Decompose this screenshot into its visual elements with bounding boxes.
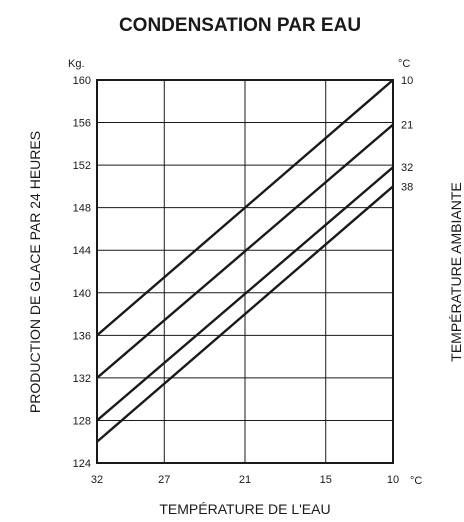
y-tick-label: 144 [73, 245, 91, 257]
series-label-38: 38 [401, 181, 413, 193]
series-label-10: 10 [401, 75, 413, 87]
series-unit-label: °C [398, 58, 410, 70]
series-label-32: 32 [401, 162, 413, 174]
series-line-10 [96, 79, 394, 337]
x-tick-label: 21 [239, 474, 251, 486]
y-tick-label: 148 [73, 203, 91, 215]
y-tick-labels: 124 128 132 136 140 144 148 152 156 160 [73, 75, 91, 470]
series-line-38 [96, 185, 394, 443]
y-tick-label: 152 [73, 160, 91, 172]
y-tick-label: 124 [73, 458, 91, 470]
x-axis-label: TEMPÉRATURE DE L'EAU [159, 501, 330, 517]
y-unit-label: Kg. [68, 58, 85, 70]
series-labels: 10 21 32 38 [401, 75, 413, 193]
x-unit-label: °C [410, 475, 422, 487]
series-line-32 [96, 166, 394, 422]
x-tick-label: 32 [91, 474, 103, 486]
x-tick-labels: 32 27 21 15 10 [91, 474, 399, 486]
y-tick-label: 140 [73, 288, 91, 300]
x-tick-label: 27 [158, 474, 170, 486]
y-tick-label: 160 [73, 75, 91, 87]
plot-frame [96, 79, 394, 464]
y2-axis-label: TEMPÉRATURE AMBIANTE [448, 182, 464, 361]
y-tick-label: 136 [73, 330, 91, 342]
x-tick-label: 15 [320, 474, 332, 486]
series-label-21: 21 [401, 120, 413, 132]
y-tick-label: 132 [73, 373, 91, 385]
series-lines [96, 79, 394, 443]
chart-title: CONDENSATION PAR EAU [119, 15, 361, 36]
x-tick-label: 10 [387, 474, 399, 486]
y-tick-label: 128 [73, 415, 91, 427]
series-line-21 [96, 123, 394, 379]
y-axis-label: PRODUCTION DE GLACE PAR 24 HEURES [27, 131, 43, 413]
grid [97, 80, 393, 463]
y-tick-label: 156 [73, 118, 91, 130]
